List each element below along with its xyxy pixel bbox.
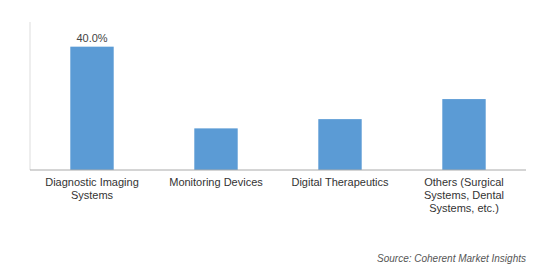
x-tick-label-line: Monitoring Devices bbox=[169, 176, 263, 188]
x-tick-label-line: Systems, Dental bbox=[424, 189, 504, 201]
x-tick-label-line: Diagnostic Imaging bbox=[45, 176, 139, 188]
x-tick-label-line: Systems bbox=[71, 189, 114, 201]
y-axis-line bbox=[30, 22, 31, 170]
bars bbox=[70, 47, 485, 170]
data-label: 40.0% bbox=[76, 32, 107, 44]
chart-container: 40.0% Diagnostic ImagingSystems Monitoring… bbox=[0, 0, 538, 272]
annotation: Source: Coherent Market Insights bbox=[377, 253, 526, 264]
x-axis-line bbox=[30, 170, 526, 171]
x-tick-label: Monitoring Devices bbox=[169, 176, 263, 188]
chart-svg: 40.0% Diagnostic ImagingSystems Monitoring… bbox=[0, 0, 538, 272]
x-tick-label: Others (SurgicalSystems, DentalSystems, … bbox=[424, 176, 504, 214]
bar bbox=[194, 128, 237, 170]
bar bbox=[318, 119, 361, 170]
x-tick-label-line: Others (Surgical bbox=[424, 176, 503, 188]
x-tick-label-line: Digital Therapeutics bbox=[291, 176, 389, 188]
x-tick-label-line: Systems, etc.) bbox=[429, 202, 499, 214]
bar bbox=[70, 47, 113, 170]
x-tick-label: Digital Therapeutics bbox=[291, 176, 389, 188]
bar bbox=[442, 99, 485, 170]
x-tick-label: Diagnostic ImagingSystems bbox=[45, 176, 139, 201]
